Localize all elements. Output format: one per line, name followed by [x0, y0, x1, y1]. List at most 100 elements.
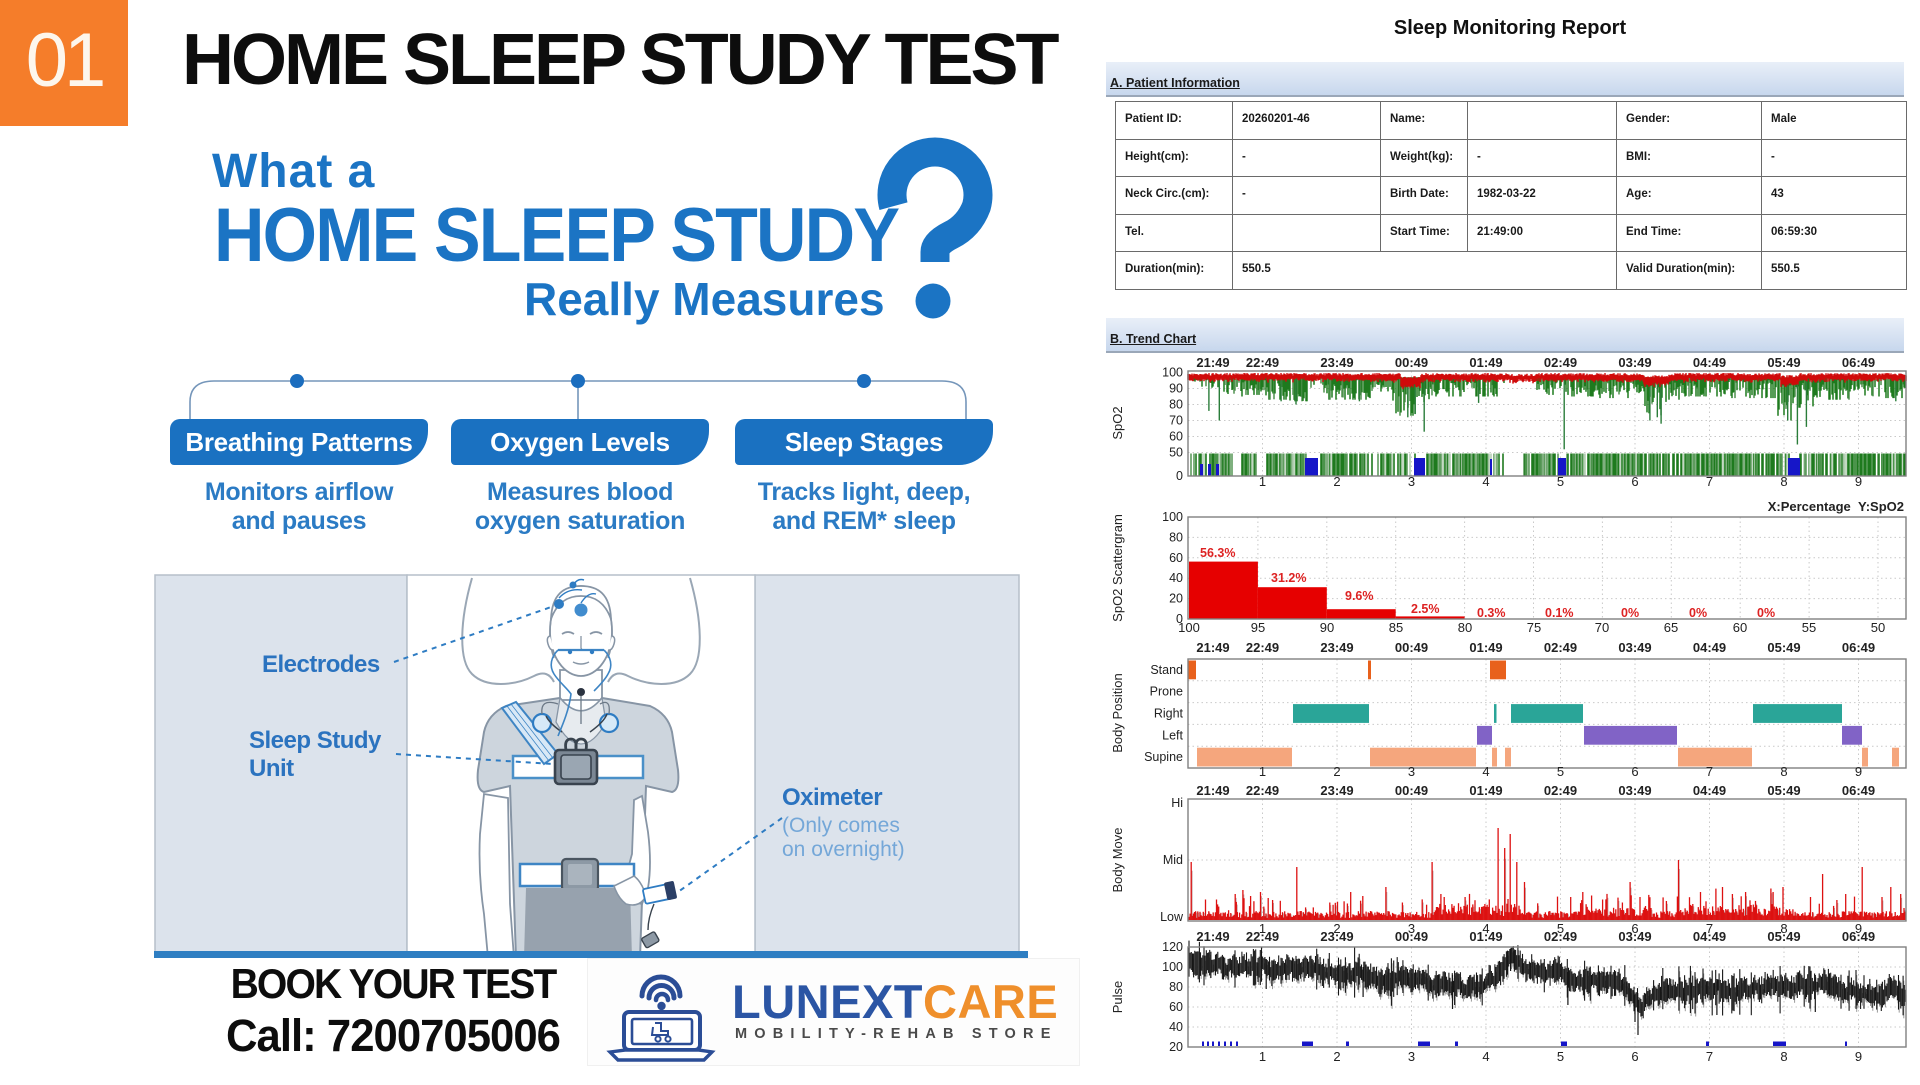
- svg-text:23:49: 23:49: [1320, 783, 1353, 798]
- svg-text:06:49: 06:49: [1842, 929, 1875, 944]
- svg-text:50: 50: [1169, 446, 1183, 460]
- svg-text:60: 60: [1169, 1000, 1183, 1014]
- svg-text:04:49: 04:49: [1693, 355, 1726, 370]
- svg-text:7: 7: [1706, 764, 1713, 779]
- svg-text:0%: 0%: [1689, 606, 1707, 620]
- svg-text:4: 4: [1482, 1049, 1489, 1064]
- svg-text:55: 55: [1802, 620, 1816, 635]
- svg-text:Supine: Supine: [1144, 750, 1183, 764]
- svg-text:90: 90: [1320, 620, 1334, 635]
- svg-text:22:49: 22:49: [1246, 355, 1279, 370]
- svg-text:00:49: 00:49: [1395, 929, 1428, 944]
- svg-text:Hi: Hi: [1171, 796, 1183, 810]
- svg-text:100: 100: [1178, 620, 1200, 635]
- svg-text:56.3%: 56.3%: [1200, 546, 1235, 560]
- svg-text:01:49: 01:49: [1469, 355, 1502, 370]
- svg-text:120: 120: [1162, 940, 1183, 954]
- svg-text:9: 9: [1855, 1049, 1862, 1064]
- svg-text:SpO2: SpO2: [1110, 406, 1125, 439]
- svg-text:X:Percentage Y:SpO2: X:Percentage Y:SpO2: [1768, 499, 1904, 514]
- svg-text:6: 6: [1631, 1049, 1638, 1064]
- svg-text:40: 40: [1169, 1020, 1183, 1034]
- svg-text:70: 70: [1595, 620, 1609, 635]
- svg-text:02:49: 02:49: [1544, 929, 1577, 944]
- svg-text:21:49: 21:49: [1196, 783, 1229, 798]
- svg-text:6: 6: [1631, 764, 1638, 779]
- svg-text:65: 65: [1664, 620, 1678, 635]
- svg-text:22:49: 22:49: [1246, 640, 1279, 655]
- svg-text:0: 0: [1176, 469, 1183, 483]
- svg-text:100: 100: [1162, 366, 1183, 380]
- svg-text:7: 7: [1706, 474, 1713, 489]
- svg-text:02:49: 02:49: [1544, 640, 1577, 655]
- svg-text:00:49: 00:49: [1395, 355, 1428, 370]
- svg-text:06:49: 06:49: [1842, 355, 1875, 370]
- svg-text:21:49: 21:49: [1196, 355, 1229, 370]
- svg-text:8: 8: [1780, 764, 1787, 779]
- svg-text:01:49: 01:49: [1469, 929, 1502, 944]
- svg-text:85: 85: [1389, 620, 1403, 635]
- svg-text:31.2%: 31.2%: [1271, 571, 1306, 585]
- svg-text:1: 1: [1259, 1049, 1266, 1064]
- svg-text:Mid: Mid: [1163, 853, 1183, 867]
- svg-text:100: 100: [1162, 960, 1183, 974]
- svg-text:9.6%: 9.6%: [1345, 589, 1374, 603]
- svg-text:60: 60: [1169, 430, 1183, 444]
- svg-text:Prone: Prone: [1150, 685, 1183, 699]
- svg-text:0.3%: 0.3%: [1477, 606, 1506, 620]
- svg-text:03:49: 03:49: [1618, 929, 1651, 944]
- svg-text:02:49: 02:49: [1544, 783, 1577, 798]
- svg-text:05:49: 05:49: [1767, 929, 1800, 944]
- svg-text:0%: 0%: [1621, 606, 1639, 620]
- svg-text:03:49: 03:49: [1618, 783, 1651, 798]
- svg-text:Stand: Stand: [1150, 663, 1183, 677]
- svg-text:21:49: 21:49: [1196, 929, 1229, 944]
- svg-text:05:49: 05:49: [1767, 783, 1800, 798]
- svg-text:5: 5: [1557, 474, 1564, 489]
- svg-text:75: 75: [1527, 620, 1541, 635]
- svg-text:3: 3: [1408, 1049, 1415, 1064]
- svg-text:2.5%: 2.5%: [1411, 602, 1440, 616]
- svg-text:40: 40: [1169, 571, 1183, 585]
- svg-text:80: 80: [1458, 620, 1472, 635]
- svg-text:2: 2: [1333, 1049, 1340, 1064]
- svg-text:2: 2: [1333, 764, 1340, 779]
- svg-text:23:49: 23:49: [1320, 640, 1353, 655]
- svg-text:60: 60: [1733, 620, 1747, 635]
- svg-text:Right: Right: [1154, 707, 1184, 721]
- svg-text:23:49: 23:49: [1320, 355, 1353, 370]
- svg-text:01:49: 01:49: [1469, 640, 1502, 655]
- svg-text:20: 20: [1169, 1040, 1183, 1054]
- svg-text:2: 2: [1333, 474, 1340, 489]
- svg-text:4: 4: [1482, 764, 1489, 779]
- svg-text:Low: Low: [1160, 910, 1184, 924]
- svg-text:50: 50: [1871, 620, 1885, 635]
- svg-text:8: 8: [1780, 474, 1787, 489]
- svg-text:Pulse: Pulse: [1110, 981, 1125, 1014]
- svg-text:03:49: 03:49: [1618, 355, 1651, 370]
- svg-text:3: 3: [1408, 764, 1415, 779]
- svg-text:7: 7: [1706, 1049, 1713, 1064]
- svg-text:04:49: 04:49: [1693, 783, 1726, 798]
- svg-text:02:49: 02:49: [1544, 355, 1577, 370]
- svg-text:06:49: 06:49: [1842, 640, 1875, 655]
- svg-text:60: 60: [1169, 551, 1183, 565]
- svg-text:03:49: 03:49: [1618, 640, 1651, 655]
- svg-text:5: 5: [1557, 1049, 1564, 1064]
- svg-text:Body Position: Body Position: [1110, 673, 1125, 753]
- svg-text:80: 80: [1169, 530, 1183, 544]
- svg-text:4: 4: [1482, 474, 1489, 489]
- svg-text:80: 80: [1169, 980, 1183, 994]
- svg-text:00:49: 00:49: [1395, 640, 1428, 655]
- svg-text:0%: 0%: [1757, 606, 1775, 620]
- svg-text:6: 6: [1631, 474, 1638, 489]
- svg-text:9: 9: [1855, 474, 1862, 489]
- svg-text:90: 90: [1169, 382, 1183, 396]
- svg-text:05:49: 05:49: [1767, 355, 1800, 370]
- svg-text:SpO2 Scattergram: SpO2 Scattergram: [1110, 514, 1125, 622]
- svg-text:00:49: 00:49: [1395, 783, 1428, 798]
- svg-text:100: 100: [1162, 510, 1183, 524]
- svg-text:04:49: 04:49: [1693, 640, 1726, 655]
- svg-text:1: 1: [1259, 764, 1266, 779]
- svg-text:Left: Left: [1162, 728, 1183, 742]
